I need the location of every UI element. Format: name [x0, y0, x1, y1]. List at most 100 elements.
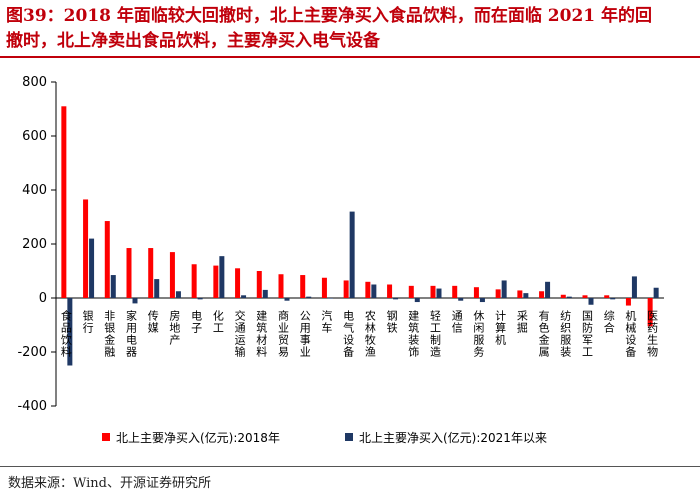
category-label: 汽车: [320, 309, 333, 334]
bar-series-group: [61, 106, 659, 366]
y-axis: -400 -200 0 200 400 600 800: [17, 75, 664, 414]
bar-2018-14: [365, 281, 371, 298]
category-label: 家用电器: [125, 309, 138, 358]
category-label: 银行: [81, 309, 94, 334]
category-label: 国防军工: [581, 310, 594, 358]
category-label: 采掘: [515, 310, 528, 334]
category-label: 农林牧渔: [363, 309, 376, 358]
bar-2018-26: [625, 298, 631, 306]
category-label: 医药生物: [646, 310, 659, 358]
bar-2018-24: [582, 295, 588, 298]
bar-2021-23: [566, 296, 572, 298]
bar-2021-20: [501, 280, 507, 298]
category-label: 纺织服装: [559, 309, 572, 358]
bar-2018-17: [430, 285, 436, 298]
legend-swatch-2018: [102, 433, 110, 441]
bar-2021-8: [241, 295, 247, 298]
bar-2021-11: [306, 296, 312, 298]
y-tick-label: -400: [17, 399, 47, 414]
bar-2021-7: [219, 256, 225, 298]
bar-2018-4: [148, 248, 154, 298]
bar-2021-1: [89, 238, 95, 298]
category-label: 传媒: [146, 310, 159, 334]
bar-2021-5: [175, 291, 181, 298]
y-tick-label: -200: [17, 345, 47, 360]
bar-2018-6: [191, 264, 197, 298]
legend: 北上主要净买入(亿元):2018年 北上主要净买入(亿元):2021年以来: [102, 430, 547, 445]
category-label: 公用事业: [298, 310, 311, 358]
category-labels: 食品饮料 银行 非银金融 家用电器 传媒 房地产 电子 化工 交通运输 建筑材料 商业贸易 公用事业汽…: [59, 309, 658, 358]
bar-2018-25: [604, 295, 610, 298]
bar-2021-2: [110, 275, 116, 298]
bar-2021-10: [284, 298, 290, 301]
bar-2018-21: [517, 290, 523, 298]
bar-2021-12: [327, 298, 333, 299]
y-tick-label: 400: [22, 183, 47, 198]
bar-2021-0: [67, 298, 73, 366]
bar-2021-18: [458, 298, 464, 301]
bar-2018-5: [169, 252, 175, 298]
bar-2018-8: [235, 268, 241, 298]
bar-2021-19: [479, 298, 485, 303]
category-label: 房地产: [168, 310, 181, 346]
y-tick-label: 0: [39, 291, 47, 306]
bar-2021-6: [197, 298, 203, 300]
bar-2018-19: [473, 287, 479, 298]
bar-2021-24: [588, 298, 594, 305]
bar-2018-13: [343, 280, 349, 298]
category-label: 休闲服务: [472, 310, 485, 358]
bar-2018-0: [61, 106, 67, 298]
bar-2018-18: [452, 285, 458, 298]
bar-2021-9: [262, 289, 268, 298]
bar-2021-17: [436, 288, 442, 298]
category-label: 有色金属: [537, 309, 550, 358]
category-label: 电子: [190, 310, 203, 334]
category-label: 商业贸易: [277, 309, 290, 358]
bar-2021-4: [154, 279, 160, 298]
bar-2018-9: [256, 271, 262, 298]
category-label: 机械设备: [624, 309, 637, 358]
source-divider: [0, 466, 700, 467]
y-tick-label: 800: [22, 75, 47, 90]
bar-2018-16: [408, 285, 414, 298]
category-label: 钢铁: [385, 310, 398, 334]
bar-2018-11: [300, 275, 306, 298]
bar-2021-25: [610, 298, 616, 300]
category-label: 电气设备: [342, 310, 355, 358]
bar-2018-1: [83, 199, 89, 298]
bar-2018-23: [560, 294, 566, 298]
bar-2021-26: [631, 276, 637, 298]
legend-label-2021: 北上主要净买入(亿元):2021年以来: [359, 430, 547, 445]
bar-2021-21: [523, 293, 529, 298]
bar-2018-2: [104, 221, 110, 298]
title-line-2: 撤时，北上净卖出食品饮料，主要净买入电气设备: [6, 31, 380, 51]
bar-2018-12: [321, 277, 327, 298]
category-label: 通信: [450, 310, 463, 334]
bar-2021-3: [132, 298, 138, 304]
category-label: 计算机: [494, 310, 507, 346]
y-tick-label: 600: [22, 129, 47, 144]
title-divider: [0, 56, 700, 58]
category-label: 食品饮料: [59, 309, 72, 358]
bar-2021-13: [349, 211, 355, 298]
category-label: 建筑材料: [255, 309, 268, 358]
bar-2021-16: [414, 298, 420, 303]
bar-2021-27: [653, 287, 659, 298]
bar-2018-15: [387, 284, 393, 298]
chart-title: 图39：2018 年面临较大回撤时，北上主要净买入食品饮料，而在面临 2021 …: [6, 4, 694, 54]
bar-2018-10: [278, 274, 284, 298]
bar-2018-3: [126, 248, 132, 298]
legend-label-2018: 北上主要净买入(亿元):2018年: [116, 430, 280, 445]
bar-2018-22: [539, 291, 545, 298]
bar-2018-7: [213, 265, 219, 298]
category-label: 综合: [602, 309, 615, 334]
title-line-1: 图39：2018 年面临较大回撤时，北上主要净买入食品饮料，而在面临 2021 …: [6, 6, 653, 26]
category-label: 轻工制造: [429, 309, 442, 358]
y-tick-label: 200: [22, 237, 47, 252]
data-source: 数据来源：Wind、开源证券研究所: [8, 476, 211, 491]
category-label: 非银金融: [103, 310, 116, 358]
category-label: 建筑装饰: [407, 309, 420, 358]
bar-2021-15: [393, 298, 399, 300]
category-label: 化工: [211, 309, 224, 334]
bar-2018-27: [647, 298, 653, 327]
